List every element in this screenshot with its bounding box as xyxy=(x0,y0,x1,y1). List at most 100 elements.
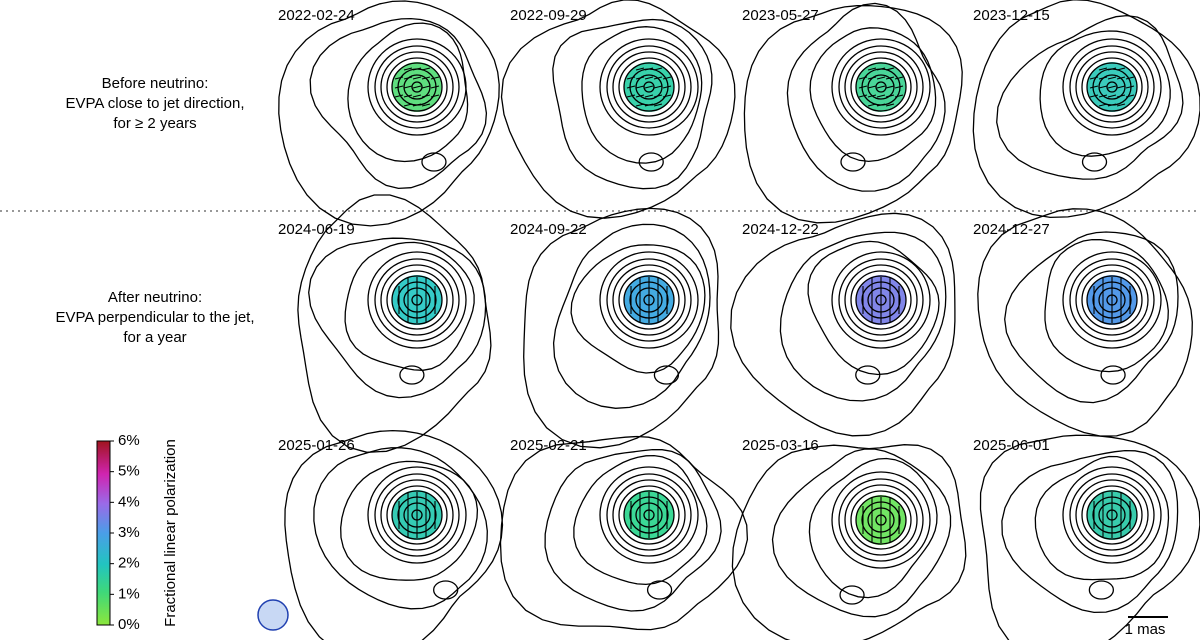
panel-date: 2024-06-19 xyxy=(278,221,355,238)
contour xyxy=(1069,473,1155,557)
evpa xyxy=(394,94,404,98)
evpa xyxy=(635,103,645,107)
contour xyxy=(380,264,454,336)
panel: 2023-05-27 xyxy=(742,2,963,224)
contour xyxy=(544,448,722,612)
contour xyxy=(1001,449,1179,614)
evpa xyxy=(644,67,654,71)
contour xyxy=(1069,258,1155,342)
contour xyxy=(1086,490,1138,540)
contour xyxy=(1062,251,1162,349)
evpa xyxy=(858,85,868,89)
contour xyxy=(1106,81,1118,93)
contour xyxy=(855,62,907,112)
contour xyxy=(855,495,907,545)
contour xyxy=(523,207,720,449)
contour xyxy=(374,473,460,557)
contour xyxy=(855,365,881,385)
contour xyxy=(838,45,924,129)
evpa xyxy=(653,85,663,89)
evpa xyxy=(1116,94,1126,98)
contour xyxy=(867,74,895,100)
contour xyxy=(612,51,686,123)
panel-date: 2024-12-22 xyxy=(742,221,819,238)
evpa xyxy=(876,67,886,71)
colorbar-tick-label: 0% xyxy=(118,616,140,633)
contour xyxy=(1081,152,1108,172)
contour xyxy=(1081,270,1143,330)
evpa xyxy=(421,103,431,107)
evpa xyxy=(394,85,404,89)
contour xyxy=(1088,580,1115,600)
contour xyxy=(771,448,952,618)
evpa xyxy=(626,94,636,98)
evpa xyxy=(394,76,404,80)
row-label-line: for ≥ 2 years xyxy=(113,115,196,132)
evpa xyxy=(876,103,886,107)
contour xyxy=(618,270,680,330)
contour xyxy=(809,27,937,163)
panel: 2024-09-22 xyxy=(510,207,720,449)
contour xyxy=(623,62,675,112)
contour xyxy=(875,81,887,93)
evpa xyxy=(1116,67,1126,71)
evpa xyxy=(430,85,440,89)
panel: 2025-06-01 xyxy=(973,434,1200,640)
evpa xyxy=(403,103,413,107)
contour xyxy=(374,45,460,129)
evpa xyxy=(421,85,431,89)
contour xyxy=(347,22,469,163)
panel-date: 2025-06-01 xyxy=(973,437,1050,454)
contour xyxy=(646,580,673,600)
evpa xyxy=(1125,85,1135,89)
evpa xyxy=(644,94,654,98)
contour xyxy=(1075,479,1149,551)
contour xyxy=(623,490,675,540)
contour xyxy=(979,434,1200,640)
contour xyxy=(612,264,686,336)
evpa xyxy=(858,94,868,98)
contour xyxy=(297,194,492,453)
contour xyxy=(996,14,1184,180)
evpa xyxy=(635,67,645,71)
panel: 2022-02-24 xyxy=(278,0,500,227)
evpa xyxy=(662,76,672,80)
contour xyxy=(838,258,924,342)
evpa xyxy=(644,85,654,89)
row-label-line: for a year xyxy=(123,329,186,346)
contour xyxy=(779,231,947,402)
contour xyxy=(606,45,692,129)
colorbar-tick-label: 2% xyxy=(118,555,140,572)
colorbar xyxy=(96,440,111,626)
contour xyxy=(386,485,448,545)
evpa xyxy=(894,85,904,89)
panel-date: 2025-01-26 xyxy=(278,437,355,454)
colorbar-tick-label: 1% xyxy=(118,585,140,602)
panel: 2024-12-22 xyxy=(730,212,956,437)
colorbar-tick-label: 4% xyxy=(118,493,140,510)
evpa xyxy=(885,94,895,98)
panels: Before neutrino: EVPA close to jet direct… xyxy=(55,0,1200,640)
contour xyxy=(1039,30,1171,157)
evpa xyxy=(421,76,431,80)
evpa xyxy=(876,85,886,89)
evpa xyxy=(653,103,663,107)
evpa xyxy=(867,67,877,71)
contour xyxy=(1062,466,1162,564)
evpa xyxy=(867,94,877,98)
panel: 2023-12-15 xyxy=(972,0,1200,219)
contour xyxy=(399,365,425,385)
contour xyxy=(972,0,1200,219)
contour xyxy=(731,444,967,640)
row-label: After neutrino: EVPA perpendicular to the… xyxy=(55,289,254,346)
panel: 2025-02-21 xyxy=(499,435,749,631)
evpa xyxy=(430,76,440,80)
contour xyxy=(977,208,1193,437)
contour xyxy=(1081,57,1143,117)
row-label-line: EVPA close to jet direction, xyxy=(66,95,245,112)
contour xyxy=(344,241,475,371)
evpa xyxy=(1089,85,1099,89)
row-label-line: EVPA perpendicular to the jet, xyxy=(55,309,254,326)
evpa xyxy=(885,85,895,89)
panel: 2024-06-19 xyxy=(278,194,492,453)
